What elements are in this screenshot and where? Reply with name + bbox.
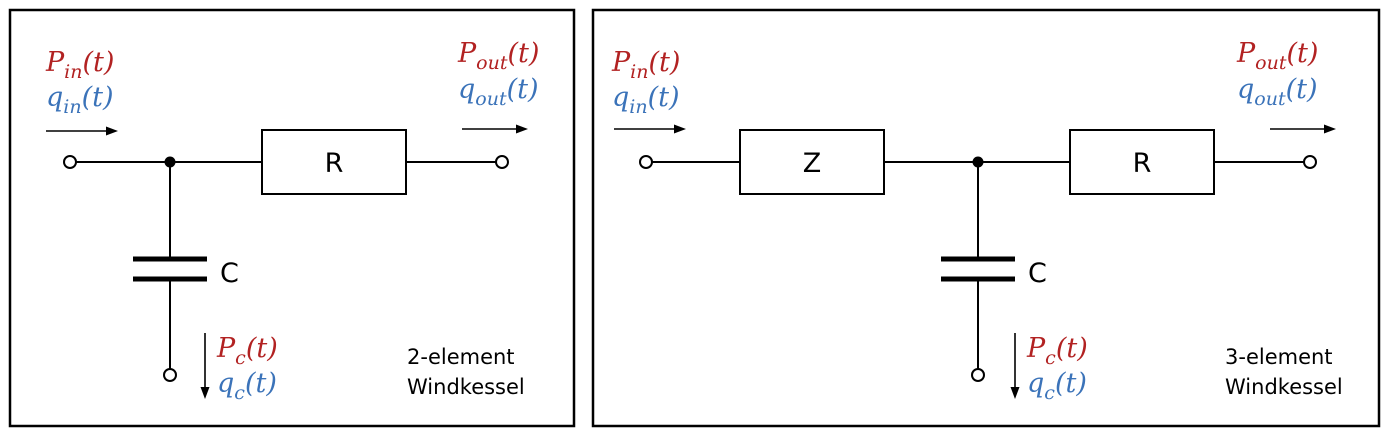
p-out-label: Pout(t) (1236, 38, 1318, 74)
q-out-label-argument: (t) (1286, 74, 1318, 105)
impedance-label: Z (803, 148, 822, 179)
q-in-label-argument: (t) (82, 82, 114, 113)
q-c-label-symbol: q (1027, 368, 1044, 399)
input-terminal (639, 155, 653, 169)
panel-caption-line2: Windkessel (1225, 375, 1343, 399)
p-in-label: Pin(t) (611, 47, 680, 83)
q-c-label: qc(t) (1027, 368, 1087, 404)
p-in-label-argument: (t) (83, 47, 115, 78)
panel-frame (8, 8, 576, 428)
p-out-label-argument: (t) (507, 38, 539, 69)
p-in-label-subscript: in (64, 61, 82, 83)
panel-frame (591, 8, 1381, 428)
q-c-label: qc(t) (217, 368, 277, 404)
ground-terminal (163, 368, 177, 382)
q-in-label-symbol: q (46, 82, 63, 113)
junction-node (972, 156, 984, 168)
p-out-label: Pout(t) (457, 38, 539, 74)
input-arrow-head (674, 124, 686, 134)
p-c-label-subscript: c (1045, 347, 1056, 369)
p-c-label-subscript: c (235, 347, 246, 369)
q-out-label-subscript: out (475, 88, 507, 110)
p-out-label-symbol: P (457, 38, 477, 69)
q-out-label: qout(t) (458, 74, 539, 110)
panel-2-element: R C Pin(t) qin(t) Pout(t) qout(t) Pc(t) … (8, 8, 576, 428)
q-c-label-argument: (t) (1055, 368, 1087, 399)
q-c-label-argument: (t) (245, 368, 277, 399)
panel-caption-line1: 3-element (1225, 345, 1333, 369)
p-c-label: Pc(t) (216, 333, 278, 369)
q-c-label-symbol: q (217, 368, 234, 399)
panel-caption-line2: Windkessel (407, 375, 525, 399)
input-terminal (63, 155, 77, 169)
q-in-label-subscript: in (63, 96, 81, 118)
p-out-label-symbol: P (1236, 38, 1256, 69)
p-in-label-argument: (t) (649, 47, 681, 78)
q-out-label-symbol: q (1237, 74, 1254, 105)
q-out-label-symbol: q (458, 74, 475, 105)
q-out-label-subscript: out (1254, 88, 1286, 110)
input-arrow-head (106, 126, 118, 136)
p-c-label-argument: (t) (246, 333, 278, 364)
p-c-label-symbol: P (216, 333, 236, 364)
resistor-r (1069, 129, 1215, 195)
q-in-label: qin(t) (46, 82, 114, 118)
impedance-z (739, 129, 885, 195)
ground-terminal (971, 368, 985, 382)
q-in-label-argument: (t) (648, 82, 680, 113)
capacitor-label: C (220, 258, 239, 289)
capacitor-arrow-head (1010, 387, 1020, 399)
output-terminal (495, 155, 509, 169)
p-in-label: Pin(t) (45, 47, 114, 83)
output-arrow-head (1324, 124, 1336, 134)
q-c-label-subscript: c (234, 382, 245, 404)
p-out-label-subscript: out (1255, 52, 1287, 74)
q-out-label-argument: (t) (507, 74, 539, 105)
q-in-label-subscript: in (629, 96, 647, 118)
output-arrow-head (516, 124, 528, 134)
capacitor-arrow-head (200, 387, 210, 399)
resistor-label: R (325, 148, 344, 179)
resistor-label: R (1133, 148, 1152, 179)
p-c-label-argument: (t) (1056, 333, 1088, 364)
q-out-label: qout(t) (1237, 74, 1318, 110)
panel-3-element: Z R C Pin(t) qin(t) Pout(t) qout(t) Pc(t… (591, 8, 1381, 428)
output-terminal (1303, 155, 1317, 169)
junction-node (164, 156, 176, 168)
p-out-label-subscript: out (476, 52, 508, 74)
p-out-label-argument: (t) (1286, 38, 1318, 69)
p-in-label-symbol: P (611, 47, 631, 78)
q-in-label: qin(t) (612, 82, 680, 118)
panel-caption-line1: 2-element (407, 345, 515, 369)
p-c-label-symbol: P (1026, 333, 1046, 364)
q-c-label-subscript: c (1044, 382, 1055, 404)
p-in-label-symbol: P (45, 47, 65, 78)
q-in-label-symbol: q (612, 82, 629, 113)
resistor-r (261, 129, 407, 195)
capacitor-label: C (1028, 258, 1047, 289)
p-in-label-subscript: in (630, 61, 648, 83)
p-c-label: Pc(t) (1026, 333, 1088, 369)
